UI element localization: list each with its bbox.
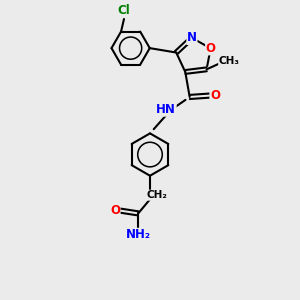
Text: CH₃: CH₃ xyxy=(219,56,240,65)
Text: CH₂: CH₂ xyxy=(146,190,167,200)
Text: O: O xyxy=(210,89,220,102)
Text: O: O xyxy=(206,42,216,55)
Text: N: N xyxy=(187,32,197,44)
Text: O: O xyxy=(110,204,120,217)
Text: NH₂: NH₂ xyxy=(126,228,151,242)
Text: HN: HN xyxy=(156,103,176,116)
Text: Cl: Cl xyxy=(118,4,130,17)
